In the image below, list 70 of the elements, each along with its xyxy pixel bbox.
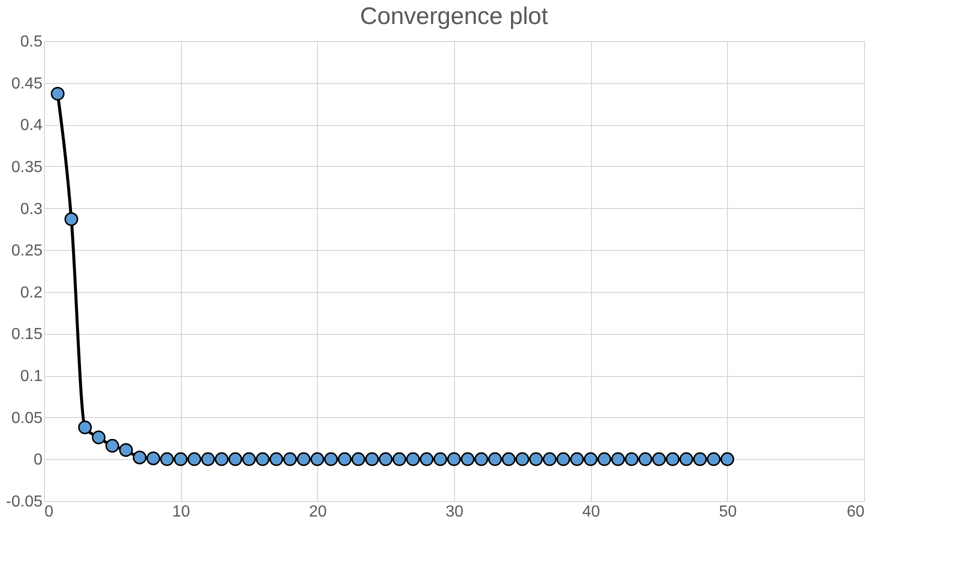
- point: [365, 452, 379, 466]
- point: [433, 452, 448, 466]
- point: [488, 452, 502, 466]
- point: [679, 452, 694, 466]
- y-tick-label: 0.45: [11, 75, 43, 92]
- point: [283, 452, 297, 466]
- point: [187, 452, 202, 466]
- point: [693, 452, 707, 466]
- point: [542, 452, 557, 466]
- point: [406, 452, 420, 466]
- point: [92, 430, 106, 444]
- point: [296, 452, 311, 466]
- y-tick-label: 0.4: [20, 117, 43, 134]
- chart-title: Convergence plot: [360, 3, 548, 30]
- y-tick-label: 0.25: [11, 242, 43, 260]
- point: [338, 452, 352, 466]
- point: [242, 452, 256, 466]
- point: [460, 452, 475, 466]
- point: [378, 452, 393, 466]
- point: [351, 452, 366, 466]
- y-tick-label: 0.35: [11, 158, 43, 176]
- y-tick-label: 0.5: [20, 34, 43, 50]
- point: [119, 443, 133, 457]
- y-tick-label: 0.1: [20, 368, 43, 386]
- point: [214, 452, 229, 466]
- point: [64, 212, 78, 226]
- x-tick-label: 30: [446, 504, 464, 520]
- y-tick-label: 0: [34, 452, 43, 469]
- point: [132, 450, 147, 464]
- point: [624, 452, 639, 466]
- point: [392, 452, 406, 466]
- point: [105, 438, 120, 453]
- y-tick-label: 0.3: [20, 200, 43, 218]
- point: [228, 452, 242, 466]
- point: [515, 452, 530, 466]
- point: [324, 452, 338, 466]
- point: [50, 86, 65, 101]
- point: [570, 452, 584, 466]
- point: [201, 452, 215, 466]
- y-tick-label: 0.05: [11, 410, 43, 427]
- point: [447, 452, 461, 466]
- x-tick-label: 50: [718, 504, 737, 520]
- point: [638, 452, 652, 466]
- x-tick-label: 10: [172, 504, 190, 520]
- y-tick-label: 0.2: [20, 284, 43, 302]
- point: [160, 452, 174, 466]
- x-tick-label: 0: [44, 504, 54, 520]
- point: [611, 452, 625, 466]
- y-tick-label: 0.15: [11, 326, 43, 344]
- point: [597, 452, 612, 466]
- point: [420, 452, 434, 466]
- point: [529, 452, 543, 466]
- point: [584, 452, 598, 466]
- y-tick-label: -0.05: [6, 494, 43, 510]
- point: [720, 452, 734, 466]
- x-tick-label: 20: [308, 504, 327, 520]
- point: [556, 452, 570, 466]
- point: [174, 452, 188, 466]
- point: [310, 452, 324, 466]
- point: [706, 452, 721, 466]
- point: [652, 452, 666, 466]
- point: [78, 420, 92, 434]
- point: [502, 452, 516, 466]
- point: [269, 452, 284, 466]
- x-tick-label: 40: [582, 504, 600, 520]
- point: [666, 452, 680, 466]
- point: [146, 451, 160, 466]
- point: [474, 452, 488, 466]
- point: [256, 452, 270, 466]
- x-tick-label: 60: [846, 504, 865, 520]
